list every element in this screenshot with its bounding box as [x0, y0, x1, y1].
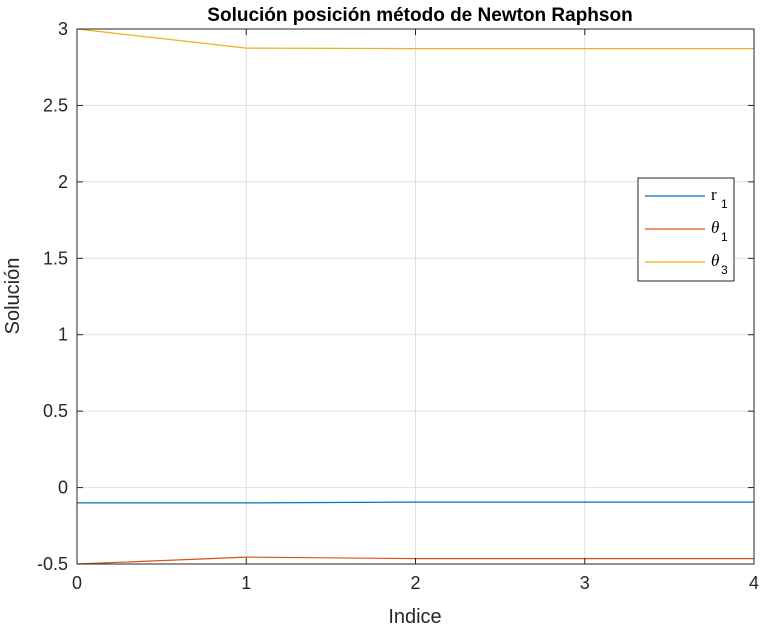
y-tick-label: 3	[58, 19, 68, 39]
x-tick-label: 4	[749, 573, 759, 593]
series-line-θ3	[76, 28, 754, 50]
chart-title: Solución posición método de Newton Raphs…	[207, 5, 632, 26]
series-line-r1	[77, 501, 754, 504]
legend-entry-subscript: 1	[721, 197, 728, 211]
legend-entry: θ	[711, 218, 719, 237]
y-tick-label: 1	[58, 325, 68, 345]
y-tick-label: -0.5	[37, 554, 68, 574]
y-tick-label: 1.5	[43, 248, 68, 268]
x-tick-label: 0	[72, 573, 82, 593]
y-tick-label: 0.5	[43, 401, 68, 421]
legend: r 1θ 1θ 3	[637, 177, 735, 282]
grid-lines	[77, 29, 754, 564]
y-tick-label: 2.5	[43, 95, 68, 115]
legend-entry-subscript: 3	[721, 263, 728, 277]
x-axis-label: Indice	[388, 606, 441, 627]
axis-ticks: 0 1 2 3 4-0.500.511.522.53	[37, 19, 759, 593]
legend-entry: θ	[711, 251, 719, 270]
y-tick-label: 0	[58, 478, 68, 498]
y-axis-label: Solución	[2, 258, 24, 335]
legend-entry-subscript: 1	[721, 230, 728, 244]
legend-entry: r	[711, 185, 717, 204]
x-tick-label: 3	[580, 573, 590, 593]
y-tick-label: 2	[58, 172, 68, 192]
x-tick-label: 2	[410, 573, 420, 593]
x-tick-label: 1	[241, 573, 251, 593]
